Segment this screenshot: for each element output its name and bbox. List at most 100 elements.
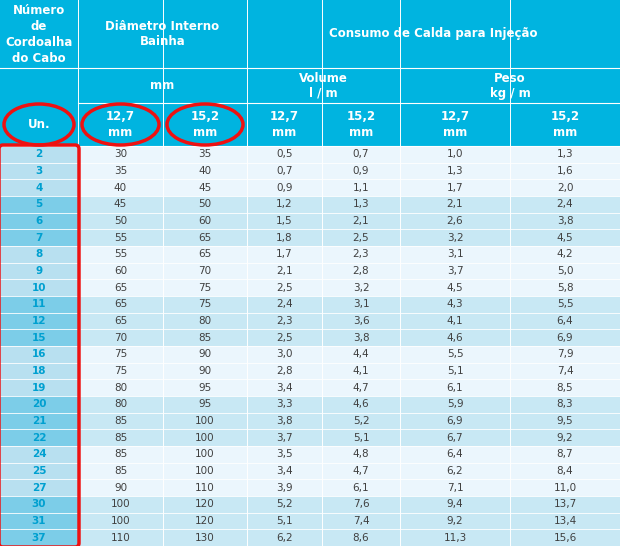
Bar bbox=[78, 379, 163, 396]
Text: 2: 2 bbox=[35, 150, 43, 159]
Bar bbox=[400, 479, 510, 496]
Text: 1,2: 1,2 bbox=[276, 199, 293, 209]
Text: 110: 110 bbox=[110, 533, 130, 543]
Bar bbox=[247, 163, 322, 179]
Bar bbox=[78, 446, 163, 462]
Bar bbox=[400, 462, 510, 479]
Text: 0,9: 0,9 bbox=[353, 166, 370, 176]
Bar bbox=[163, 479, 247, 496]
Bar bbox=[322, 296, 400, 313]
Text: 7,4: 7,4 bbox=[353, 516, 370, 526]
Text: 80: 80 bbox=[114, 399, 127, 410]
Text: 6,9: 6,9 bbox=[557, 333, 574, 343]
Text: 110: 110 bbox=[195, 483, 215, 492]
Bar bbox=[78, 429, 163, 446]
Bar bbox=[400, 246, 510, 263]
Bar bbox=[78, 363, 163, 379]
Text: 2,5: 2,5 bbox=[276, 283, 293, 293]
Text: 75: 75 bbox=[198, 299, 211, 310]
Text: 1,7: 1,7 bbox=[276, 250, 293, 259]
Bar bbox=[322, 346, 400, 363]
Bar bbox=[322, 212, 400, 229]
Text: 9,2: 9,2 bbox=[557, 432, 574, 443]
Bar bbox=[0, 313, 78, 329]
Bar bbox=[78, 246, 163, 263]
Bar bbox=[163, 363, 247, 379]
Bar bbox=[0, 163, 78, 179]
Bar bbox=[510, 446, 620, 462]
Text: 90: 90 bbox=[114, 483, 127, 492]
Text: 24: 24 bbox=[32, 449, 46, 459]
Bar bbox=[510, 379, 620, 396]
Bar bbox=[163, 513, 247, 529]
Bar bbox=[0, 529, 78, 546]
Bar bbox=[163, 346, 247, 363]
Text: 3,5: 3,5 bbox=[276, 449, 293, 459]
Bar bbox=[0, 329, 78, 346]
Bar bbox=[510, 346, 620, 363]
Text: 9: 9 bbox=[35, 266, 43, 276]
Bar bbox=[322, 396, 400, 413]
Bar bbox=[78, 496, 163, 513]
Text: 8: 8 bbox=[35, 250, 43, 259]
Bar bbox=[247, 429, 322, 446]
Text: 100: 100 bbox=[195, 466, 215, 476]
Bar bbox=[78, 529, 163, 546]
Bar bbox=[163, 496, 247, 513]
Text: 0,5: 0,5 bbox=[277, 150, 293, 159]
Bar bbox=[247, 446, 322, 462]
Bar bbox=[0, 280, 78, 296]
Text: 8,7: 8,7 bbox=[557, 449, 574, 459]
Text: 50: 50 bbox=[198, 199, 211, 209]
Text: 6,1: 6,1 bbox=[353, 483, 370, 492]
Bar bbox=[163, 313, 247, 329]
Text: 16: 16 bbox=[32, 349, 46, 359]
Text: 75: 75 bbox=[114, 366, 127, 376]
Bar bbox=[400, 212, 510, 229]
Text: 55: 55 bbox=[114, 250, 127, 259]
Text: 30: 30 bbox=[114, 150, 127, 159]
Bar bbox=[163, 329, 247, 346]
Text: 2,4: 2,4 bbox=[557, 199, 574, 209]
Bar bbox=[510, 246, 620, 263]
Text: 5,5: 5,5 bbox=[446, 349, 463, 359]
Text: 31: 31 bbox=[32, 516, 46, 526]
Bar bbox=[0, 496, 78, 513]
Text: 0,9: 0,9 bbox=[277, 183, 293, 193]
Bar bbox=[247, 396, 322, 413]
Bar bbox=[510, 429, 620, 446]
Text: 130: 130 bbox=[195, 533, 215, 543]
Bar bbox=[400, 179, 510, 196]
Bar bbox=[247, 363, 322, 379]
Bar bbox=[163, 179, 247, 196]
Text: 5,8: 5,8 bbox=[557, 283, 574, 293]
Text: 35: 35 bbox=[198, 150, 211, 159]
Text: 15,2
mm: 15,2 mm bbox=[551, 110, 580, 139]
Text: 19: 19 bbox=[32, 383, 46, 393]
Text: 9,2: 9,2 bbox=[446, 516, 463, 526]
Bar bbox=[247, 479, 322, 496]
Text: 100: 100 bbox=[111, 500, 130, 509]
Text: 5,2: 5,2 bbox=[276, 500, 293, 509]
Text: 4,1: 4,1 bbox=[446, 316, 463, 326]
Bar bbox=[247, 529, 322, 546]
Bar bbox=[322, 280, 400, 296]
Bar bbox=[163, 379, 247, 396]
Bar bbox=[247, 179, 322, 196]
Bar bbox=[78, 462, 163, 479]
Text: mm: mm bbox=[151, 79, 175, 92]
Text: 70: 70 bbox=[198, 266, 211, 276]
Text: 2,1: 2,1 bbox=[353, 216, 370, 226]
Text: 15,2
mm: 15,2 mm bbox=[347, 110, 376, 139]
Bar bbox=[510, 479, 620, 496]
Text: 1,8: 1,8 bbox=[276, 233, 293, 242]
Text: 8,6: 8,6 bbox=[353, 533, 370, 543]
Text: 15,2
mm: 15,2 mm bbox=[190, 110, 219, 139]
Text: 2,1: 2,1 bbox=[446, 199, 463, 209]
Text: 6,1: 6,1 bbox=[446, 383, 463, 393]
Bar bbox=[78, 229, 163, 246]
Text: 37: 37 bbox=[32, 533, 46, 543]
Text: Un.: Un. bbox=[28, 118, 50, 131]
Text: 13,4: 13,4 bbox=[554, 516, 577, 526]
Text: 4,3: 4,3 bbox=[446, 299, 463, 310]
